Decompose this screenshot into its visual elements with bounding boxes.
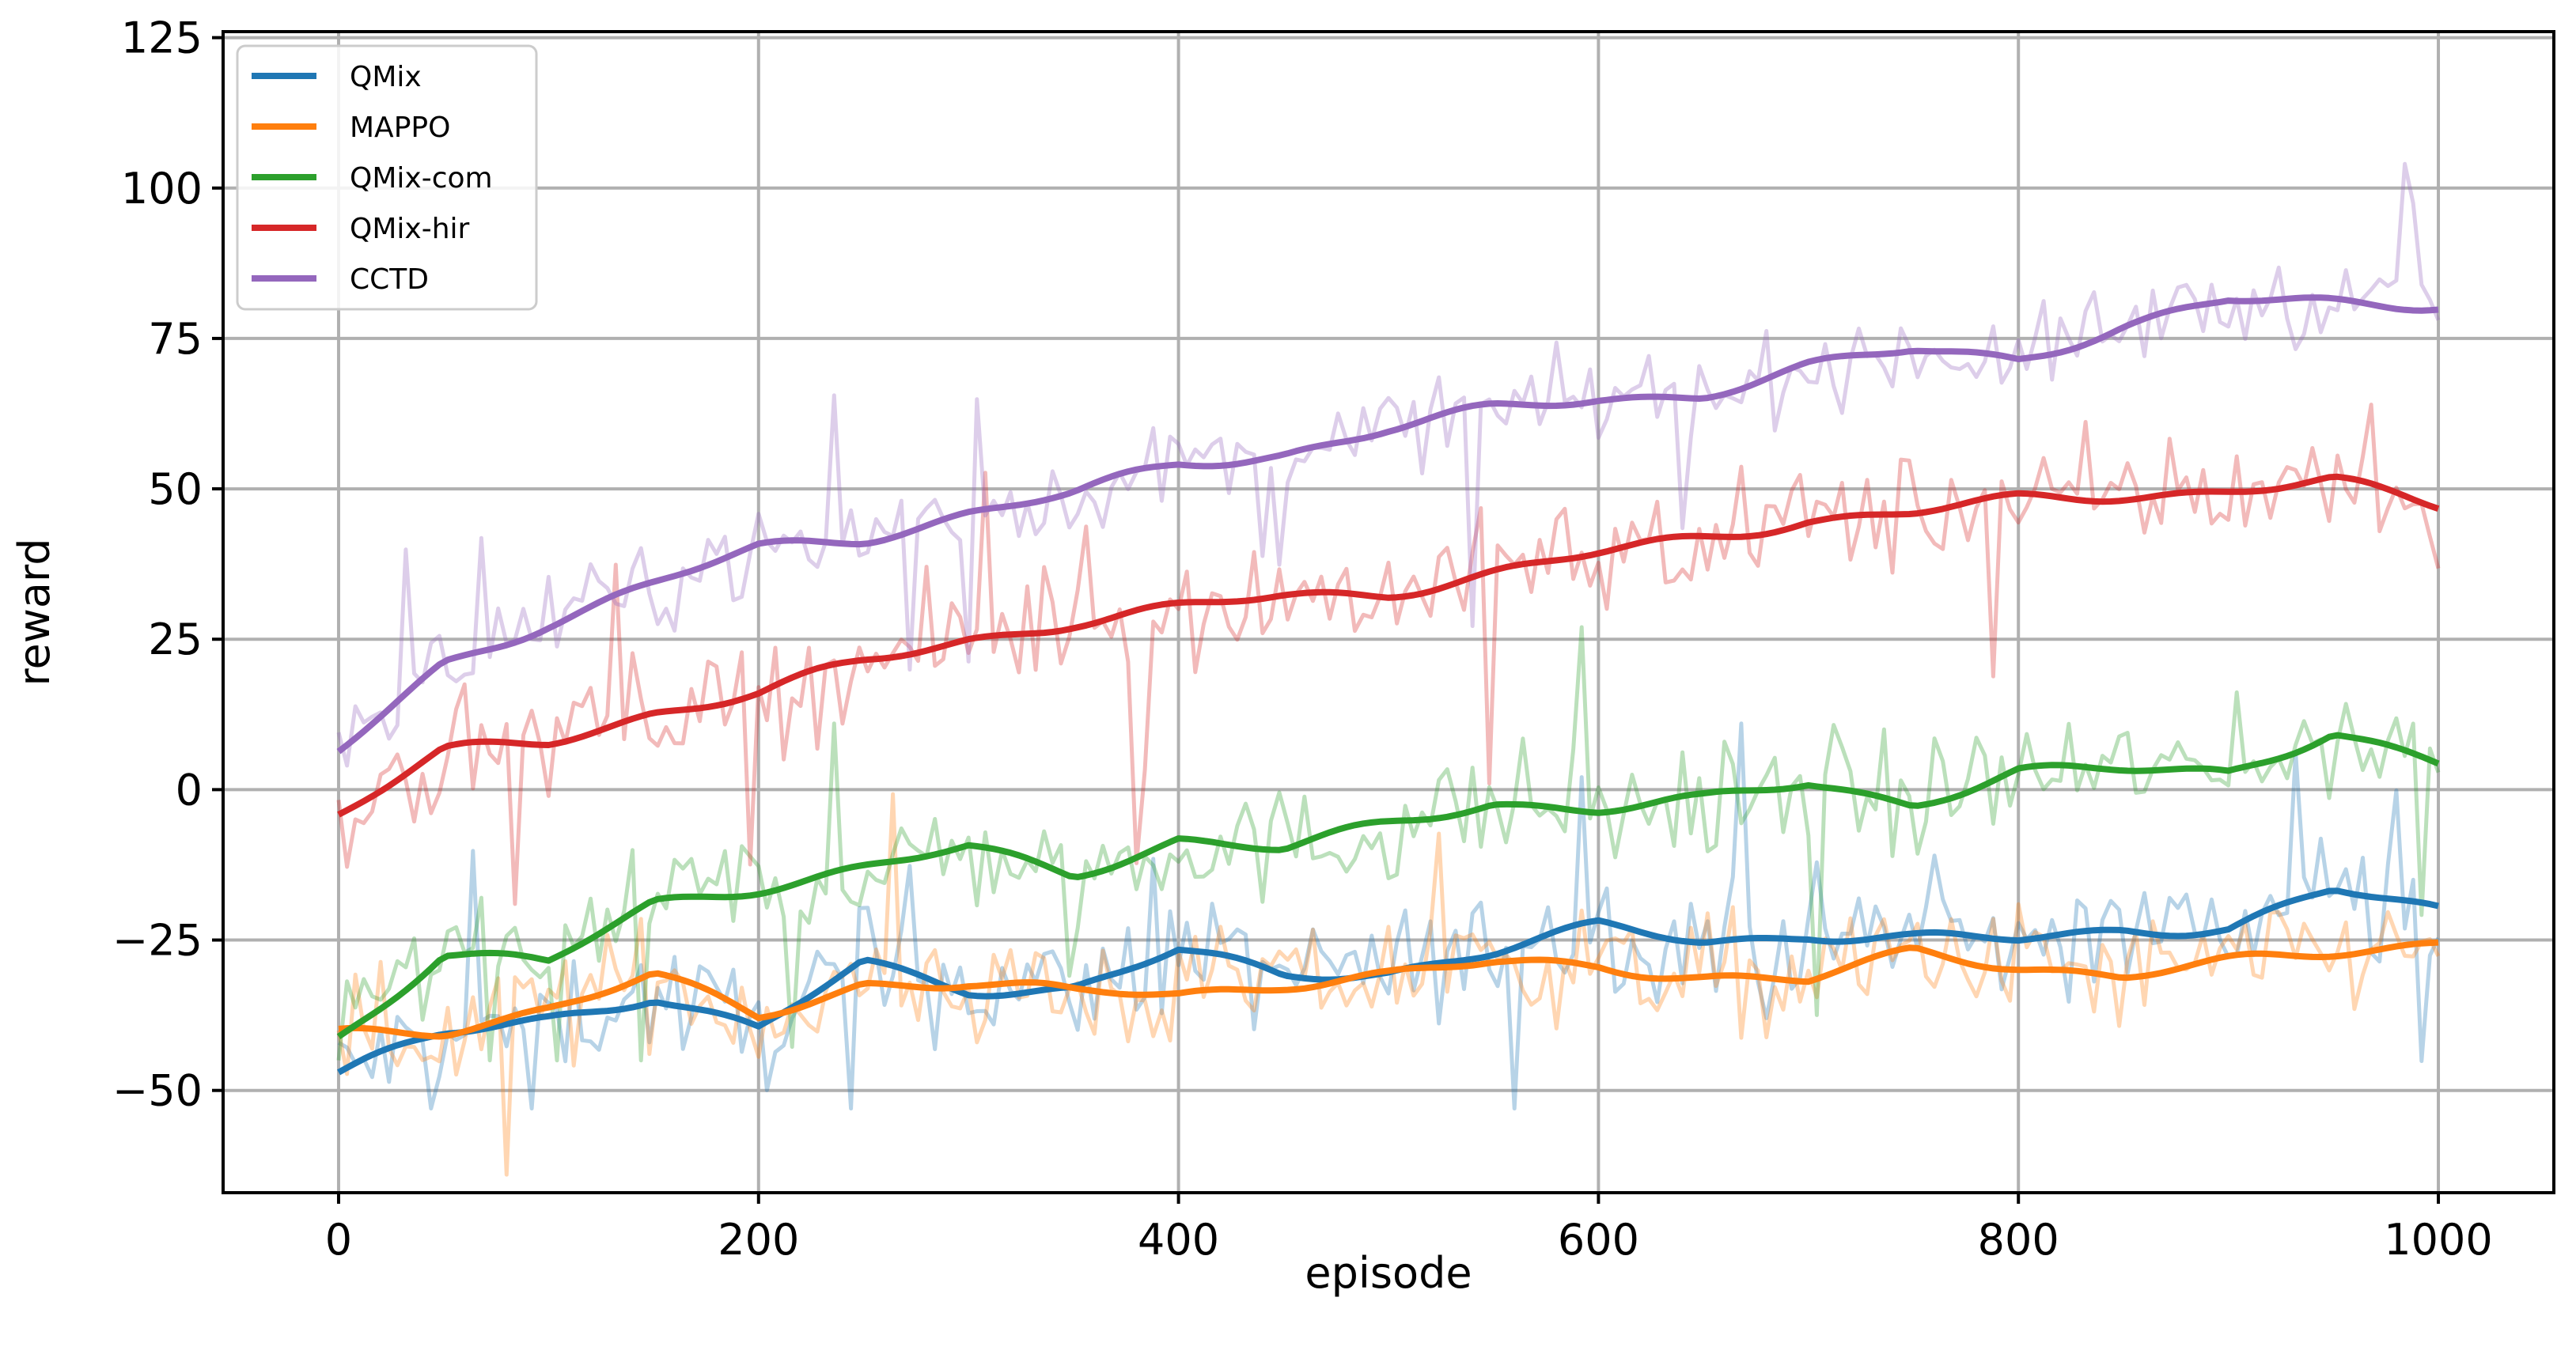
legend-label: CCTD xyxy=(350,263,429,296)
y-axis-ticks: −50 −25 0 25 50 75 100 125 xyxy=(112,13,223,1116)
series-line-cctd xyxy=(336,294,2439,755)
x-axis-label: episode xyxy=(1305,1248,1472,1298)
legend-label: QMix-com xyxy=(350,162,493,195)
y-tick-label: 0 xyxy=(176,765,203,815)
y-tick-label: 50 xyxy=(148,464,203,514)
legend: QMix MAPPO QMix-com QMix-hir CCTD xyxy=(236,44,538,311)
series-line-qmix-hir xyxy=(337,473,2440,818)
y-tick-label: 125 xyxy=(121,13,203,63)
x-tick-label: 1000 xyxy=(2384,1215,2492,1265)
series-line-mappo xyxy=(338,939,2439,1040)
x-tick-label: 600 xyxy=(1558,1215,1639,1265)
x-axis-ticks: 0 200 400 600 800 1000 xyxy=(325,1193,2493,1265)
series-line-qmix-com xyxy=(336,732,2440,1039)
legend-label: QMix xyxy=(350,61,422,93)
legend-box xyxy=(236,44,538,311)
legend-label: MAPPO xyxy=(350,112,450,144)
y-axis-label: reward xyxy=(9,538,59,686)
y-tick-label: 75 xyxy=(148,314,203,364)
smoothed-series-lines xyxy=(336,294,2440,1076)
x-tick-label: 0 xyxy=(325,1215,352,1265)
y-tick-label: −50 xyxy=(112,1066,203,1116)
y-tick-label: −25 xyxy=(112,916,203,966)
y-tick-label: 25 xyxy=(148,615,203,664)
grid xyxy=(223,32,2554,1193)
x-tick-label: 400 xyxy=(1138,1215,1219,1265)
y-tick-label: 100 xyxy=(121,164,203,214)
x-tick-label: 200 xyxy=(718,1215,799,1265)
raw-line-qmix-com xyxy=(336,625,2441,1063)
plot-frame xyxy=(222,30,2555,1194)
legend-label: QMix-hir xyxy=(350,213,470,245)
x-tick-label: 800 xyxy=(1978,1215,2059,1265)
